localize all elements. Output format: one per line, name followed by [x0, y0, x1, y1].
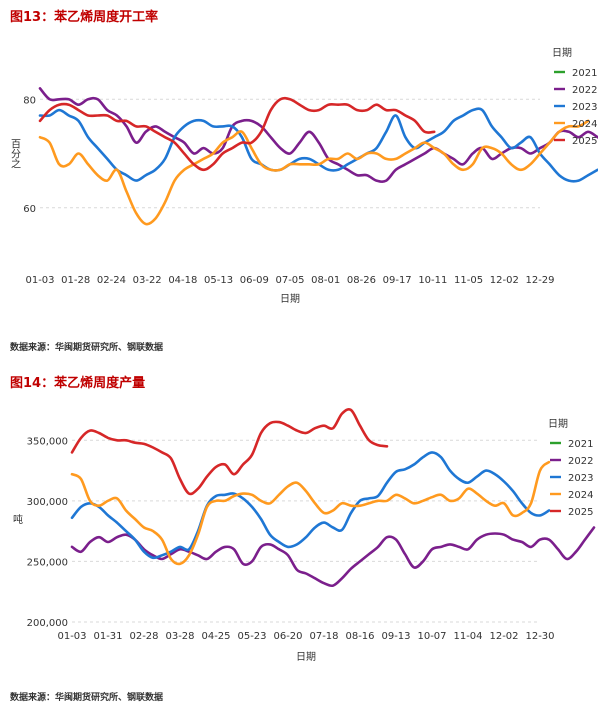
legend-item-2025: 2025 [572, 136, 597, 147]
legend-item-2022: 2022 [568, 456, 593, 467]
y-tick-label: 80 [23, 95, 36, 106]
figure-13-title: 图13：苯乙烯周度开工率 [10, 10, 159, 25]
x-tick-label: 10-11 [418, 275, 447, 286]
series-line-2024 [70, 460, 551, 566]
x-tick-label: 05-13 [204, 275, 233, 286]
legend-item-2021: 2021 [572, 68, 597, 79]
x-tick-label: 01-31 [93, 631, 122, 642]
x-tick-label: 01-03 [25, 275, 54, 286]
legend-item-2025: 2025 [568, 507, 593, 518]
x-tick-label: 11-05 [454, 275, 483, 286]
x-tick-label: 01-03 [57, 631, 86, 642]
x-tick-label: 07-05 [275, 275, 304, 286]
x-tick-label: 03-22 [133, 275, 162, 286]
legend-item-2022: 2022 [572, 85, 597, 96]
x-tick-label: 09-13 [381, 631, 410, 642]
x-tick-label: 05-23 [237, 631, 266, 642]
x-tick-label: 12-02 [489, 631, 518, 642]
legend-item-2024: 2024 [572, 119, 597, 130]
x-tick-label: 09-17 [383, 275, 412, 286]
series-line-2022 [70, 526, 596, 588]
legend-item-2023: 2023 [568, 473, 593, 484]
y-tick-label: 60 [23, 204, 36, 215]
x-tick-label: 12-29 [525, 275, 554, 286]
figure-14-source: 数据来源：华闽期货研究所、钢联数据 [10, 693, 164, 703]
x-tick-label: 08-26 [347, 275, 376, 286]
x-tick-label: 03-28 [165, 631, 194, 642]
x-tick-label: 11-04 [453, 631, 482, 642]
legend-title: 日期 [548, 418, 568, 430]
y-tick-label: 250,000 [27, 557, 68, 568]
x-tick-label: 02-28 [129, 631, 158, 642]
y-tick-label: 200,000 [27, 618, 68, 629]
y-axis-label: 吨 [13, 513, 23, 526]
x-tick-label: 01-28 [61, 275, 90, 286]
legend-item-2023: 2023 [572, 102, 597, 113]
y-tick-label: 300,000 [27, 497, 68, 508]
x-tick-label: 04-25 [201, 631, 230, 642]
x-tick-label: 10-07 [417, 631, 446, 642]
x-axis-label: 日期 [296, 651, 316, 663]
y-axis-label: 百分之 [9, 138, 21, 168]
legend-item-2021: 2021 [568, 439, 593, 450]
series-line-2025 [38, 96, 436, 172]
x-axis-label: 日期 [280, 293, 300, 305]
x-tick-label: 04-18 [168, 275, 197, 286]
series-line-2023 [70, 451, 551, 560]
series-line-2024 [38, 119, 590, 226]
y-tick-label: 350,000 [27, 436, 68, 447]
x-tick-label: 06-20 [273, 631, 302, 642]
x-tick-label: 12-30 [525, 631, 554, 642]
x-tick-label: 08-01 [311, 275, 340, 286]
legend-title: 日期 [552, 47, 572, 59]
figure-14-title: 图14：苯乙烯周度产量 [10, 376, 146, 391]
x-tick-label: 02-24 [97, 275, 126, 286]
figure-13-source: 数据来源：华闽期货研究所、钢联数据 [10, 343, 164, 353]
x-tick-label: 08-16 [345, 631, 374, 642]
series-line-2022 [38, 87, 598, 183]
x-tick-label: 12-02 [490, 275, 519, 286]
x-tick-label: 06-09 [240, 275, 269, 286]
legend-item-2024: 2024 [568, 490, 593, 501]
x-tick-label: 07-18 [309, 631, 338, 642]
series-line-2025 [70, 408, 389, 496]
